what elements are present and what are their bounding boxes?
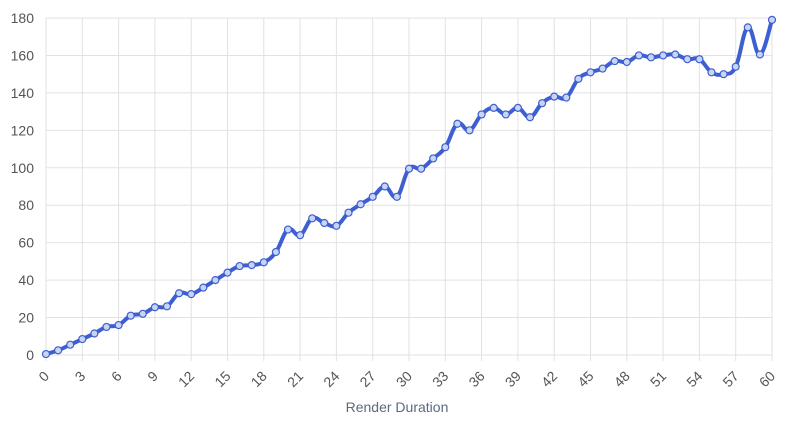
point [562, 93, 571, 102]
point [417, 164, 426, 173]
point [465, 126, 474, 135]
x-tick-label: 39 [502, 368, 524, 390]
x-tick-label: 45 [574, 368, 596, 390]
point [102, 322, 111, 332]
x-tick-label: 36 [465, 368, 487, 390]
x-tick-label: 12 [175, 368, 197, 390]
point [235, 261, 244, 271]
x-tick-label: 15 [211, 368, 233, 390]
x-tick-label: 30 [393, 368, 415, 390]
y-tick-label: 120 [11, 122, 35, 138]
point [126, 311, 135, 320]
point [453, 119, 462, 128]
point [574, 74, 583, 83]
point [489, 103, 498, 112]
point [138, 309, 147, 318]
y-tick-label: 140 [11, 85, 35, 101]
point [271, 247, 280, 257]
x-tick-label: 27 [356, 368, 378, 390]
point [429, 154, 438, 163]
x-tick-label: 51 [647, 368, 669, 390]
x-tick-label: 48 [611, 368, 633, 390]
point [199, 283, 208, 292]
point [683, 55, 692, 64]
x-tick-label: 21 [284, 368, 306, 390]
x-tick-label: 3 [72, 368, 89, 385]
point [404, 164, 414, 173]
point [441, 143, 450, 152]
point [646, 53, 656, 62]
point [175, 289, 184, 298]
point [150, 303, 159, 312]
y-tick-label: 100 [11, 160, 35, 176]
x-tick-label: 18 [248, 368, 270, 390]
x-tick-label: 54 [683, 368, 705, 390]
point [308, 214, 317, 223]
point [247, 261, 256, 270]
x-tick-label: 33 [429, 368, 451, 390]
y-tick-label: 60 [18, 235, 34, 251]
y-tick-label: 20 [18, 310, 34, 326]
point [53, 346, 63, 355]
point [223, 268, 232, 277]
x-tick-label: 60 [756, 368, 778, 390]
point [550, 92, 559, 101]
point [513, 103, 523, 112]
point [755, 50, 765, 59]
x-tick-label: 24 [320, 368, 342, 390]
point [743, 23, 752, 32]
point [114, 320, 123, 330]
point [296, 231, 305, 240]
point [707, 68, 716, 77]
point [187, 290, 196, 299]
y-tick-label: 40 [18, 272, 34, 288]
point [598, 64, 607, 73]
point [695, 55, 704, 64]
point [259, 258, 268, 267]
x-tick-label: 0 [35, 368, 52, 385]
point [671, 50, 680, 59]
point [90, 329, 99, 338]
point [320, 218, 329, 228]
point [586, 68, 595, 77]
y-tick-label: 160 [11, 47, 35, 63]
point [162, 302, 172, 311]
x-tick-label: 9 [144, 368, 161, 385]
point [78, 334, 87, 344]
point [66, 340, 75, 349]
point [610, 56, 619, 66]
point [767, 15, 777, 24]
x-tick-label: 6 [108, 368, 125, 385]
x-tick-label: 57 [719, 368, 741, 390]
point [356, 200, 365, 209]
y-tick-label: 80 [18, 197, 34, 213]
point [283, 225, 293, 234]
point [634, 51, 644, 60]
point [332, 221, 341, 230]
x-axis-label: Render Duration [346, 399, 449, 415]
point [731, 62, 740, 71]
point [211, 276, 220, 285]
point [658, 51, 668, 60]
point [719, 70, 728, 79]
x-tick-label: 42 [538, 368, 560, 390]
point [368, 192, 377, 201]
y-tick-label: 180 [11, 10, 35, 26]
point [380, 182, 389, 191]
point [525, 113, 535, 122]
point [622, 57, 631, 67]
point [537, 99, 547, 108]
point [344, 208, 353, 217]
point [477, 110, 486, 119]
point [41, 349, 51, 359]
point [392, 192, 401, 201]
point [501, 110, 510, 119]
y-tick-label: 0 [26, 347, 34, 363]
